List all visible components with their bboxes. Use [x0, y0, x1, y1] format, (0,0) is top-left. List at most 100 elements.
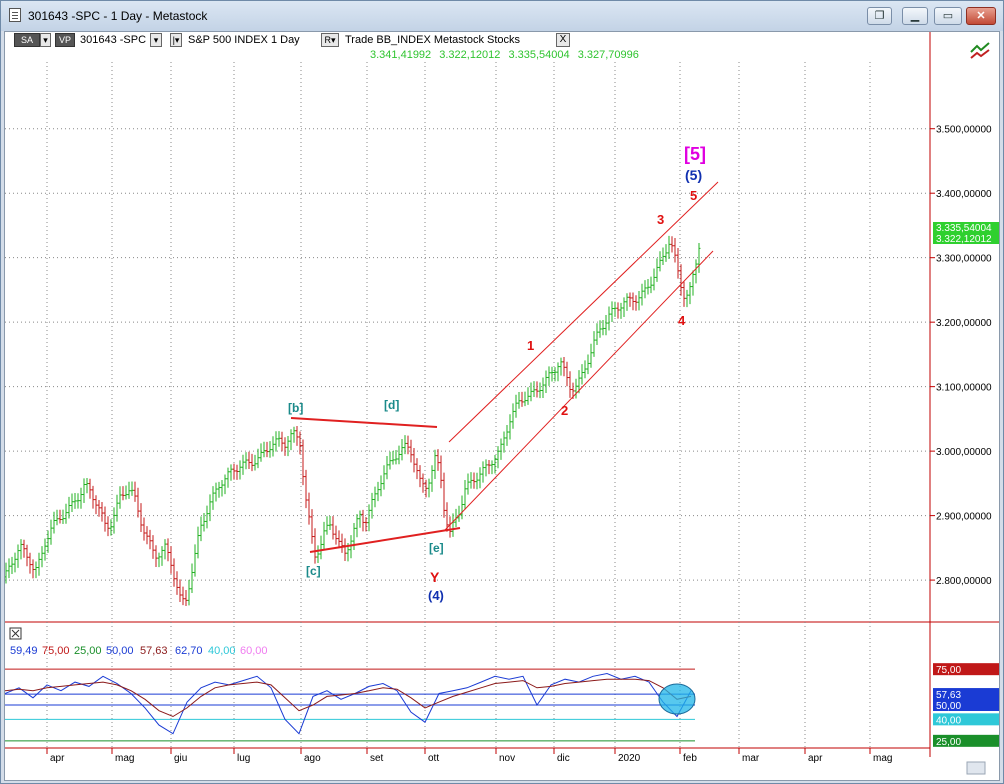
oscillator-line-slow [5, 678, 692, 718]
price-bar [670, 236, 674, 253]
bb-value-3: 3.335,54004 [508, 49, 570, 61]
price-bar [142, 517, 146, 541]
chart-canvas[interactable]: 3.500,00000 3.400,00000 3.300,00000 3.200,0… [5, 32, 999, 780]
y-tick-label: 3.200,00000 [936, 318, 992, 329]
oscillator-legend-value: 57,63 [140, 645, 168, 657]
price-bar [373, 486, 377, 508]
oscillator-legend-value: 50,00 [106, 645, 134, 657]
wave-label-3: 3 [657, 212, 664, 227]
vertical-grid [46, 62, 871, 748]
price-bar [382, 465, 386, 490]
price-bar [97, 499, 101, 517]
sa-dropdown-arrow-icon[interactable]: ▾ [40, 33, 51, 47]
oscillator-legend-value: 75,00 [42, 645, 70, 657]
price-bar [265, 441, 269, 458]
month-label: mag [873, 753, 892, 764]
price-bar [304, 469, 308, 509]
price-bar [235, 464, 239, 480]
wave-label-2: 2 [561, 403, 568, 418]
price-bar [658, 251, 662, 272]
price-bar [343, 538, 347, 561]
channel-lower-line [444, 250, 714, 531]
maximize-button[interactable]: ▭ [934, 7, 962, 25]
price-bar [187, 579, 191, 606]
price-bar [451, 513, 455, 537]
price-bar [634, 295, 638, 311]
price-bar [688, 282, 692, 305]
price-bar [37, 552, 41, 576]
price-bar [643, 280, 647, 299]
wave-label-c: [c] [306, 564, 321, 578]
restore-layout-icon[interactable]: ❐ [867, 7, 892, 25]
sa-button[interactable]: SA [14, 33, 40, 47]
symbol-dropdown-icon[interactable]: ▾ [150, 33, 162, 47]
r-dropdown[interactable]: R▾ [321, 33, 339, 47]
close-chart-button[interactable]: X [556, 33, 570, 47]
oscillator-level-tag [933, 699, 999, 711]
oscillator-level-label: 50,00 [936, 701, 961, 712]
price-bar [466, 473, 470, 495]
price-bar [577, 370, 581, 394]
bb-value-1: 3.341,41992 [370, 49, 432, 61]
price-bar [232, 463, 236, 480]
chart-tools-icon[interactable] [970, 42, 990, 59]
price-bar [283, 437, 287, 456]
price-bar [622, 297, 626, 317]
price-bar [367, 504, 371, 532]
price-bar [19, 539, 23, 560]
price-bar [310, 509, 314, 544]
price-bar [70, 493, 74, 513]
wave-label-1: 1 [527, 338, 534, 353]
price-bar [127, 481, 131, 499]
price-bar [433, 449, 437, 480]
price-bar [73, 493, 77, 509]
wave-label-4-paren: (4) [428, 588, 444, 603]
price-bar [403, 435, 407, 455]
price-bar [388, 451, 392, 470]
window-title: 301643 -SPC - 1 Day - Metastock [28, 9, 208, 23]
price-bar [439, 455, 443, 489]
price-bar [487, 460, 491, 475]
y-tick-label: 3.500,00000 [936, 125, 992, 136]
price-bar [517, 392, 521, 409]
oscillator-legend-value: 25,00 [74, 645, 102, 657]
price-bar [259, 443, 263, 462]
price-bar [190, 563, 194, 594]
chart-window: SA ▾ VP 301643 -SPC ▾ |▾ S&P 500 INDEX 1… [4, 31, 1000, 781]
price-bar [673, 238, 677, 263]
price-bar [208, 494, 212, 522]
minimize-button[interactable]: ▁ [902, 7, 928, 25]
scrollbar-thumb[interactable] [966, 761, 986, 775]
price-bar [286, 435, 290, 457]
price-bar [28, 552, 32, 574]
price-bar [418, 465, 422, 488]
price-bar [616, 302, 620, 319]
month-label: 2020 [618, 753, 641, 764]
price-bar [553, 367, 557, 382]
price-bar [442, 472, 446, 518]
price-bar [529, 382, 533, 402]
oscillator-level-label: 57,63 [936, 690, 961, 701]
y-tick-label: 2.800,00000 [936, 576, 992, 587]
oscillator-legend: 59,49 75,00 25,00 50,00 57,63 62,70 40,00 60,00 [10, 645, 268, 657]
price-bar [691, 270, 695, 296]
trade-info-label: Trade BB_INDEX Metastock Stocks [345, 34, 521, 46]
price-bar [184, 590, 188, 607]
price-bar [361, 509, 365, 532]
price-bar [100, 502, 104, 522]
price-bar [25, 544, 29, 567]
wave-label-5-paren: (5) [685, 167, 702, 183]
price-bar [157, 552, 161, 568]
price-bar [211, 486, 215, 510]
price-bar [514, 394, 518, 418]
close-button[interactable]: ✕ [966, 7, 996, 25]
price-bar [64, 503, 68, 524]
indicator-toggle-icon[interactable]: |▾ [170, 33, 182, 47]
price-bar [385, 456, 389, 480]
price-bar [679, 264, 683, 296]
price-bar [430, 465, 434, 492]
vp-button[interactable]: VP [55, 33, 75, 47]
title-bar[interactable]: 301643 -SPC - 1 Day - Metastock ❐ ▁ ▭ ✕ [1, 1, 1003, 31]
price-bar [334, 525, 338, 545]
price-bar [52, 511, 56, 534]
